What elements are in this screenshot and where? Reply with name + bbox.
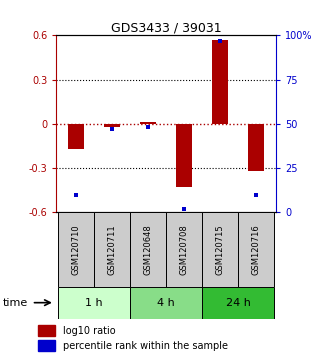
Bar [248,124,265,171]
Text: time: time [3,298,29,308]
Point [218,38,223,44]
Point [74,192,79,198]
Text: GSM120715: GSM120715 [216,224,225,275]
Bar [166,212,202,287]
Text: log10 ratio: log10 ratio [63,326,116,336]
Bar [58,212,94,287]
Bar [130,287,202,319]
Bar [104,124,120,127]
Point [182,206,187,212]
Bar [130,212,166,287]
Bar [140,122,156,124]
Text: GSM120716: GSM120716 [252,224,261,275]
Text: 1 h: 1 h [85,298,103,308]
Text: percentile rank within the sample: percentile rank within the sample [63,341,228,351]
Bar [58,287,130,319]
Bar [238,212,274,287]
Bar [68,124,84,149]
Bar [212,40,228,124]
Bar [202,212,238,287]
Bar [176,124,192,187]
Text: GSM120648: GSM120648 [143,224,152,275]
Title: GDS3433 / 39031: GDS3433 / 39031 [111,21,221,34]
Bar [38,340,55,352]
Bar [38,325,55,336]
Text: GSM120708: GSM120708 [180,224,189,275]
Point [254,192,259,198]
Point [145,125,151,130]
Text: GSM120711: GSM120711 [108,224,117,275]
Text: GSM120710: GSM120710 [72,224,81,275]
Text: 24 h: 24 h [226,298,251,308]
Bar [94,212,130,287]
Point [109,126,115,132]
Bar [202,287,274,319]
Text: 4 h: 4 h [157,298,175,308]
